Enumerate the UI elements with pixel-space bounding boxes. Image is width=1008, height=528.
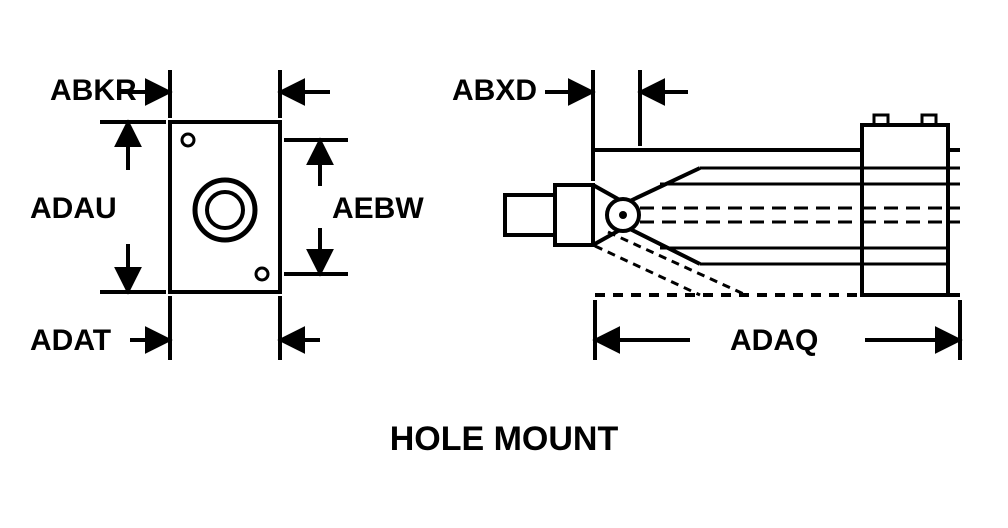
terminal-2 — [922, 115, 936, 125]
label-adat: ADAT — [30, 324, 111, 357]
mounting-plate — [170, 122, 280, 292]
dim-adaq: ADAQ — [595, 300, 960, 360]
hub — [555, 185, 593, 245]
dim-abkr: ABKR — [50, 70, 330, 118]
side-view: ABXD ADAQ — [452, 70, 960, 360]
dim-abxd: ABXD — [452, 70, 688, 181]
terminal-block — [862, 125, 948, 295]
dim-aebw: AEBW — [284, 140, 424, 274]
label-adaq: ADAQ — [730, 324, 818, 357]
screw-hole-bottom — [256, 268, 268, 280]
screw-hole-top — [182, 134, 194, 146]
front-view: ABKR ADAU AEBW ADAT — [30, 70, 424, 360]
terminal-1 — [874, 115, 888, 125]
shaft-stub — [505, 195, 555, 235]
dim-adat: ADAT — [30, 296, 320, 360]
label-aebw: AEBW — [332, 192, 424, 225]
diagram-title: HOLE MOUNT — [390, 420, 619, 458]
bushing-inner — [207, 192, 243, 228]
label-adau: ADAU — [30, 192, 117, 225]
technical-diagram: ABKR ADAU AEBW ADAT — [0, 0, 1008, 528]
label-abkr: ABKR — [50, 74, 137, 107]
bushing-outer — [195, 180, 255, 240]
dim-adau: ADAU — [30, 122, 166, 292]
label-abxd: ABXD — [452, 74, 537, 107]
